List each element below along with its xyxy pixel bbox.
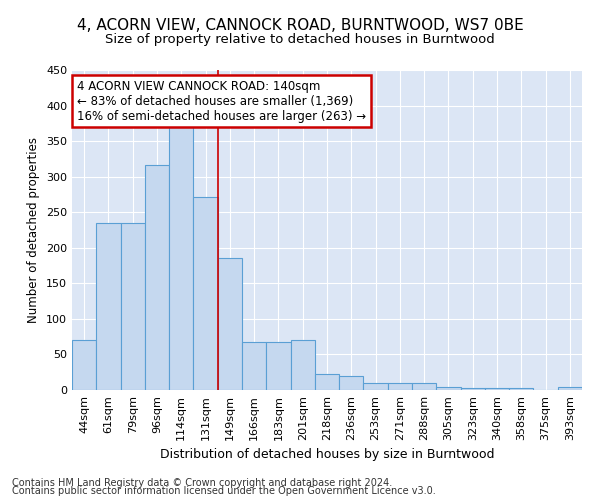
Bar xyxy=(315,374,339,390)
Bar xyxy=(461,388,485,390)
Text: Size of property relative to detached houses in Burntwood: Size of property relative to detached ho… xyxy=(105,32,495,46)
Bar xyxy=(412,383,436,390)
Bar xyxy=(339,376,364,390)
Bar xyxy=(121,223,145,390)
Bar xyxy=(266,342,290,390)
Text: Contains public sector information licensed under the Open Government Licence v3: Contains public sector information licen… xyxy=(12,486,436,496)
Text: 4 ACORN VIEW CANNOCK ROAD: 140sqm
← 83% of detached houses are smaller (1,369)
1: 4 ACORN VIEW CANNOCK ROAD: 140sqm ← 83% … xyxy=(77,80,366,122)
Bar xyxy=(145,164,169,390)
Bar xyxy=(364,383,388,390)
Bar xyxy=(290,340,315,390)
X-axis label: Distribution of detached houses by size in Burntwood: Distribution of detached houses by size … xyxy=(160,448,494,462)
Text: Contains HM Land Registry data © Crown copyright and database right 2024.: Contains HM Land Registry data © Crown c… xyxy=(12,478,392,488)
Bar xyxy=(558,387,582,390)
Bar xyxy=(388,383,412,390)
Bar xyxy=(242,342,266,390)
Bar xyxy=(193,196,218,390)
Bar xyxy=(96,223,121,390)
Bar xyxy=(72,340,96,390)
Bar xyxy=(436,387,461,390)
Text: 4, ACORN VIEW, CANNOCK ROAD, BURNTWOOD, WS7 0BE: 4, ACORN VIEW, CANNOCK ROAD, BURNTWOOD, … xyxy=(77,18,523,32)
Bar xyxy=(218,258,242,390)
Bar xyxy=(169,127,193,390)
Bar xyxy=(485,388,509,390)
Bar xyxy=(509,388,533,390)
Y-axis label: Number of detached properties: Number of detached properties xyxy=(28,137,40,323)
